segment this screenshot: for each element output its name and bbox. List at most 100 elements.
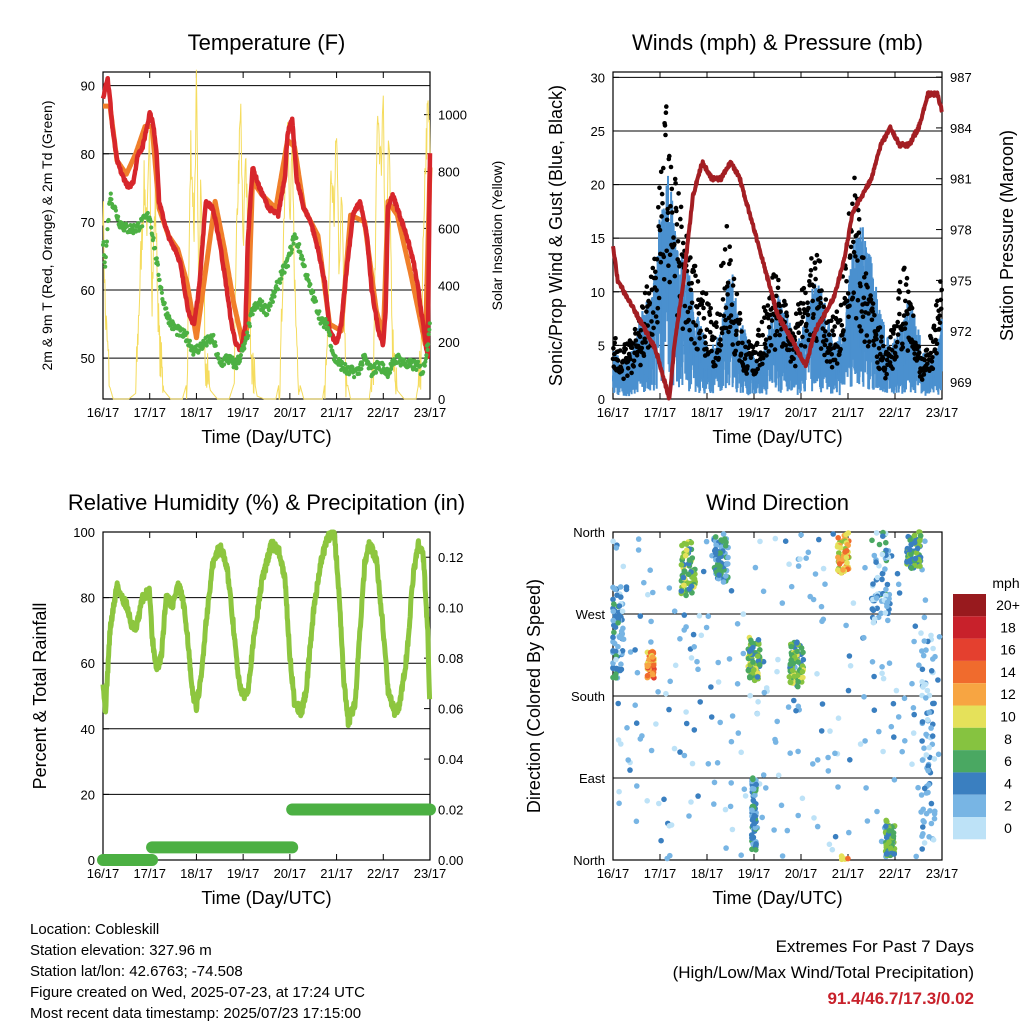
series-gust-point: [697, 336, 702, 341]
series-gust-point: [870, 301, 876, 306]
direction-point: [931, 815, 938, 822]
series-td-point: [279, 276, 284, 281]
series-gust-point: [929, 359, 935, 364]
direction-point: [722, 806, 729, 813]
legend-swatch: [953, 705, 986, 728]
series-gust-point: [666, 263, 671, 269]
series-gust-point: [847, 303, 852, 309]
series-gust-point: [933, 337, 938, 343]
direction-point: [825, 768, 832, 774]
direction-point: [814, 757, 821, 763]
direction-point: [747, 692, 753, 699]
series-td-point: [285, 264, 291, 269]
direction-point: [771, 827, 777, 833]
direction-point: [688, 799, 694, 805]
series-td-point: [415, 359, 421, 364]
direction-point: [795, 678, 801, 685]
direction-point: [715, 557, 722, 563]
series-td-point: [213, 343, 218, 348]
direction-point: [791, 673, 798, 680]
series-td-point: [278, 280, 283, 285]
series-gust-point: [829, 352, 834, 357]
series-td-point: [159, 290, 164, 295]
direction-point: [810, 761, 816, 767]
x-tick-label: 22/17: [367, 405, 400, 420]
series-gust-point: [896, 296, 901, 301]
series-gust-point: [862, 339, 867, 345]
x-tick-label: 17/17: [644, 866, 677, 881]
series-gust-point: [688, 287, 694, 293]
x-axis-label: Time (Day/UTC): [201, 888, 331, 908]
direction-point: [720, 531, 727, 537]
series-gust-point: [708, 329, 713, 335]
series-gust-point: [844, 279, 849, 284]
series-gust-point: [763, 345, 768, 351]
series-gust-point: [704, 346, 709, 352]
direction-point: [926, 744, 932, 751]
series-gust-point: [642, 290, 648, 296]
y2-tick-label: 981: [950, 172, 972, 187]
series-gust-point: [793, 363, 798, 369]
y-tick-label: 5: [598, 338, 605, 353]
direction-point: [925, 782, 932, 788]
series-td-point: [421, 370, 426, 375]
direction-point: [922, 597, 929, 603]
series-gust-point: [810, 298, 815, 304]
direction-point: [922, 538, 928, 544]
series-gust-point: [623, 355, 629, 361]
series-gust-point: [782, 298, 787, 304]
series-td-point: [387, 370, 393, 375]
direction-point: [695, 666, 701, 673]
series-gust-point: [774, 293, 779, 299]
x-tick-label: 19/17: [227, 866, 260, 881]
direction-point: [835, 554, 841, 561]
direction-point: [681, 612, 688, 618]
y2-tick-label: 0.04: [438, 752, 463, 767]
series-gust-point: [671, 235, 676, 240]
series-gust-point: [838, 302, 844, 308]
direction-point: [723, 561, 730, 567]
direction-point: [891, 734, 897, 740]
series-gust-point: [713, 363, 718, 369]
series-gust-point: [639, 345, 645, 351]
series-gust-point: [811, 312, 816, 317]
series-gust-point: [807, 332, 813, 338]
direction-point: [612, 648, 619, 655]
series-gust-point: [700, 298, 705, 304]
direction-point: [715, 679, 722, 685]
direction-point: [726, 656, 733, 662]
extremes-box: Extremes For Past 7 Days (High/Low/Max W…: [673, 934, 974, 1012]
direction-point: [869, 537, 875, 544]
direction-point: [632, 702, 638, 708]
series-gust-point: [938, 297, 944, 303]
direction-point: [661, 796, 667, 803]
series-gust-point: [759, 319, 765, 325]
direction-point: [760, 772, 767, 778]
series-solar-line: [102, 69, 431, 400]
series-td-point: [106, 217, 111, 223]
direction-point: [753, 781, 759, 788]
direction-point: [920, 684, 926, 690]
direction-point: [884, 581, 891, 588]
direction-point: [795, 659, 801, 665]
direction-point: [617, 667, 623, 674]
direction-point: [686, 813, 692, 819]
direction-point: [845, 855, 851, 862]
series-gust-point: [874, 354, 880, 360]
direction-point: [610, 639, 616, 645]
series-gust-point: [895, 332, 901, 337]
direction-point: [648, 618, 654, 625]
direction-point: [644, 798, 650, 804]
series-gust-point: [736, 340, 741, 346]
series-td-point: [273, 289, 278, 294]
series-gust-point: [628, 356, 633, 362]
direction-point: [880, 748, 886, 755]
legend-swatch: [953, 660, 986, 684]
series-gust-point: [689, 280, 694, 286]
y-tick-label: 40: [81, 722, 95, 737]
direction-point: [816, 536, 822, 543]
series-td-point: [329, 344, 334, 349]
legend-label: 16: [1000, 642, 1016, 658]
series-gust-point: [839, 323, 845, 328]
series-td-point: [301, 257, 306, 262]
